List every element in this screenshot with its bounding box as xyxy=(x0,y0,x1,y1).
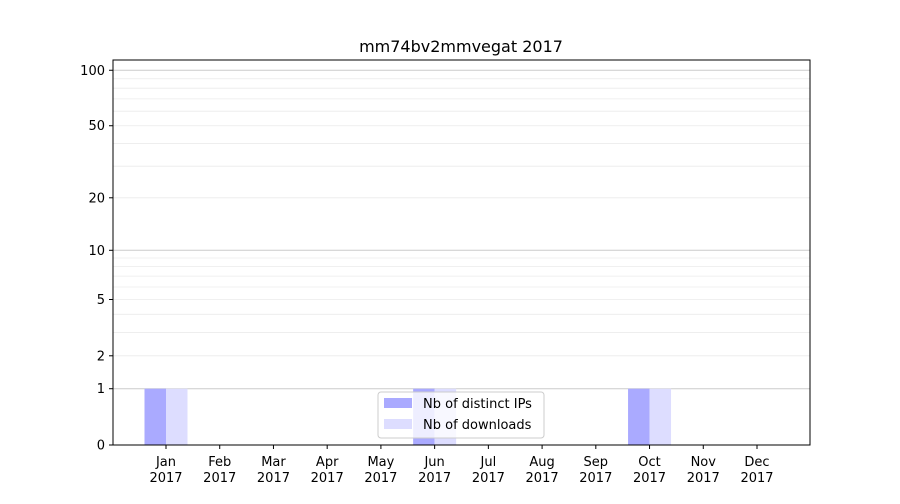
y-tick-label: 20 xyxy=(88,191,105,206)
x-tick-label: 2017 xyxy=(203,471,236,486)
bar xyxy=(628,388,650,445)
x-tick-label: Nov xyxy=(691,455,717,470)
x-tick-label: Aug xyxy=(529,455,554,470)
y-tick-label: 1 xyxy=(97,382,105,397)
y-tick-label: 50 xyxy=(88,119,105,134)
x-tick-label: 2017 xyxy=(526,471,559,486)
bar xyxy=(144,388,166,445)
x-tick-label: Jan xyxy=(155,455,176,470)
chart-title: mm74bv2mmvegat 2017 xyxy=(359,37,563,56)
legend-swatch xyxy=(384,398,412,408)
x-tick-label: Sep xyxy=(584,455,609,470)
x-tick-label: 2017 xyxy=(687,471,720,486)
legend-label: Nb of downloads xyxy=(423,418,532,433)
x-tick-label: 2017 xyxy=(311,471,344,486)
bar xyxy=(166,388,188,445)
x-tick-label: May xyxy=(367,455,394,470)
y-tick-label: 10 xyxy=(88,244,105,259)
legend: Nb of distinct IPs Nb of downloads xyxy=(377,391,545,439)
legend-box xyxy=(377,391,545,439)
y-tick-label: 0 xyxy=(97,439,105,454)
x-tick-label: Mar xyxy=(261,455,286,470)
grid xyxy=(113,69,810,390)
x-tick-label: Dec xyxy=(744,455,769,470)
y-tick-label: 5 xyxy=(97,293,105,308)
x-tick-label: Jun xyxy=(423,455,444,470)
x-tick-label: 2017 xyxy=(740,471,773,486)
x-tick-label: 2017 xyxy=(257,471,290,486)
bar xyxy=(649,388,672,445)
x-tick-label: Apr xyxy=(316,455,339,470)
x-tick-label: 2017 xyxy=(149,471,182,486)
legend-label: Nb of distinct IPs xyxy=(423,397,532,412)
x-axis: Jan2017Feb2017Mar2017Apr2017May2017Jun20… xyxy=(149,445,774,486)
x-tick-label: Feb xyxy=(208,455,231,470)
y-tick-label: 2 xyxy=(97,349,105,364)
x-tick-label: 2017 xyxy=(579,471,612,486)
x-tick-label: 2017 xyxy=(364,471,397,486)
x-tick-label: 2017 xyxy=(472,471,505,486)
x-tick-label: 2017 xyxy=(633,471,666,486)
x-tick-label: 2017 xyxy=(418,471,451,486)
plot-area xyxy=(112,59,811,446)
legend-swatch xyxy=(384,419,412,429)
x-tick-label: Oct xyxy=(638,455,660,470)
x-tick-label: Jul xyxy=(480,455,497,470)
y-tick-label: 100 xyxy=(80,64,105,79)
y-axis: 0 1 2 5 10 20 50 100 xyxy=(80,64,113,454)
